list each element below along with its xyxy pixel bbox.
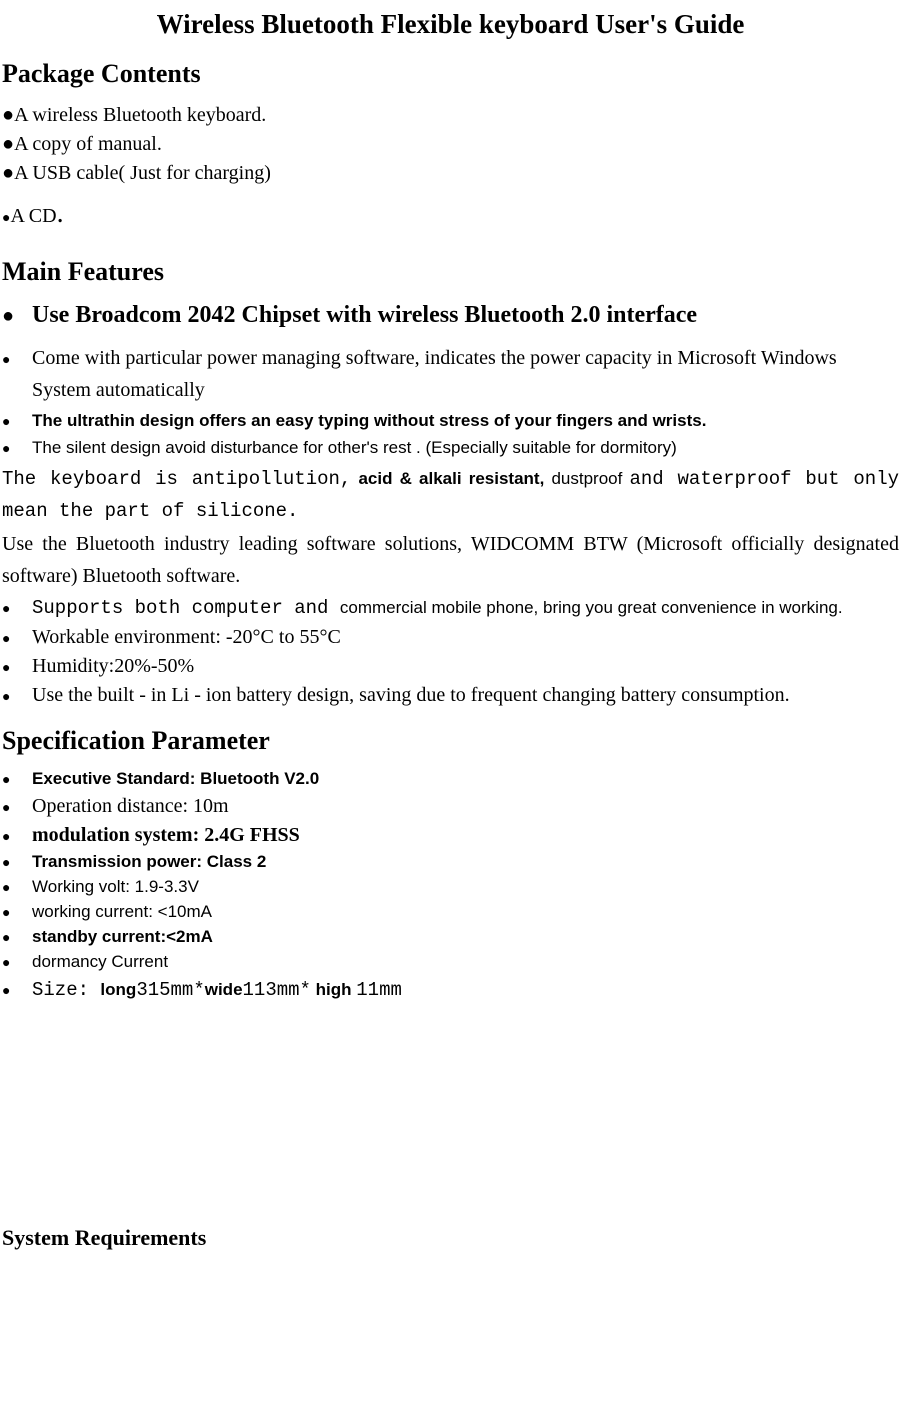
mf-item-10-text: Use the built - in Li - ion battery desi… xyxy=(32,682,790,709)
bullet-icon: ● xyxy=(2,829,32,848)
heading-system-requirements: System Requirements xyxy=(2,1223,899,1253)
mf-item-9: ● Humidity:20%-50% xyxy=(2,653,899,680)
page-title: Wireless Bluetooth Flexible keyboard Use… xyxy=(2,6,899,42)
sp9-a: Size: xyxy=(32,979,100,1001)
sp9-c: 315mm* xyxy=(136,979,204,1001)
sp-item-4-text: Transmission power: Class 2 xyxy=(32,851,266,874)
bullet-icon: ● xyxy=(2,414,32,433)
sp-item-6: ● working current: <10mA xyxy=(2,901,899,924)
heading-package-contents: Package Contents xyxy=(2,56,899,91)
sp9-b: long xyxy=(100,980,136,999)
sp-item-5: ● Working volt: 1.9-3.3V xyxy=(2,876,899,899)
mf-item-2: ● Come with particular power managing so… xyxy=(2,342,899,406)
mf5-c: dustproof xyxy=(551,469,629,488)
mf-item-9-text: Humidity:20%-50% xyxy=(32,653,194,680)
pkg-item-4-dot: . xyxy=(57,198,64,229)
mf5-b: acid & alkali resistant, xyxy=(351,469,551,488)
bullet-icon: ● xyxy=(2,303,32,330)
sp-item-9: ● Size: long315mm*wide113mm* high 11mm xyxy=(2,976,899,1004)
mf7-b: commercial mobile phone, bring you great… xyxy=(340,598,843,617)
bullet-icon: ● xyxy=(2,880,32,899)
mf-item-1: ● Use Broadcom 2042 Chipset with wireles… xyxy=(2,299,899,331)
mf-item-1-text: Use Broadcom 2042 Chipset with wireless … xyxy=(32,299,697,331)
bullet-icon: ● xyxy=(2,689,32,708)
sp-item-6-text: working current: <10mA xyxy=(32,901,212,924)
pkg-item-4: ●A CD. xyxy=(2,195,899,233)
mf-item-4: ● The silent design avoid disturbance fo… xyxy=(2,437,899,460)
sp-item-5-text: Working volt: 1.9-3.3V xyxy=(32,876,199,899)
bullet-icon: ● xyxy=(2,631,32,650)
sp9-f: high xyxy=(311,980,356,999)
sp-item-8: ● dormancy Current xyxy=(2,951,899,974)
sp-item-7-text: standby current:<2mA xyxy=(32,926,213,949)
sp-item-1: ● Executive Standard: Bluetooth V2.0 xyxy=(2,768,899,791)
sp-item-2-text: Operation distance: 10m xyxy=(32,793,229,820)
bullet-icon: ● xyxy=(2,660,32,679)
sp9-g: 11mm xyxy=(356,979,402,1001)
mf-item-7-text: Supports both computer and commercial mo… xyxy=(32,594,843,622)
sp-item-3: ● modulation system: 2.4G FHSS xyxy=(2,822,899,849)
sp-item-3-text: modulation system: 2.4G FHSS xyxy=(32,822,300,849)
sp-item-4: ● Transmission power: Class 2 xyxy=(2,851,899,874)
heading-specification-parameter: Specification Parameter xyxy=(2,723,899,758)
bullet-icon: ● xyxy=(2,855,32,874)
mf-item-5: The keyboard is antipollution, acid & al… xyxy=(2,462,899,527)
sp9-d: wide xyxy=(205,980,243,999)
pkg-item-1: ●A wireless Bluetooth keyboard. xyxy=(2,102,899,129)
bullet-icon: ● xyxy=(2,441,32,460)
bullet-icon: ● xyxy=(2,983,32,1002)
heading-main-features: Main Features xyxy=(2,254,899,289)
sp-item-1-text: Executive Standard: Bluetooth V2.0 xyxy=(32,768,319,791)
pkg-item-4-text: A CD xyxy=(10,205,56,227)
mf-item-2-text: Come with particular power managing soft… xyxy=(32,342,899,406)
mf-item-8-text: Workable environment: -20°C to 55°C xyxy=(32,624,341,651)
sp-item-8-text: dormancy Current xyxy=(32,951,168,974)
bullet-icon: ● xyxy=(2,930,32,949)
mf-item-3: ● The ultrathin design offers an easy ty… xyxy=(2,410,899,433)
mf7-a: Supports both computer and xyxy=(32,597,340,619)
mf-item-3-text: The ultrathin design offers an easy typi… xyxy=(32,410,706,433)
pkg-item-2: ●A copy of manual. xyxy=(2,131,899,158)
sp9-e: 113mm* xyxy=(243,979,311,1001)
mf5-a: The keyboard is antipollution, xyxy=(2,468,351,490)
mf-item-6: Use the Bluetooth industry leading softw… xyxy=(2,528,899,592)
bullet-icon: ● xyxy=(2,772,32,791)
pkg-item-3: ●A USB cable( Just for charging) xyxy=(2,160,899,187)
bullet-icon: ● xyxy=(2,955,32,974)
bullet-icon: ● xyxy=(2,905,32,924)
sp-item-2: ● Operation distance: 10m xyxy=(2,793,899,820)
sp-item-9-text: Size: long315mm*wide113mm* high 11mm xyxy=(32,976,402,1004)
sp-item-7: ● standby current:<2mA xyxy=(2,926,899,949)
bullet-icon: ● xyxy=(2,800,32,819)
mf-item-7: ● Supports both computer and commercial … xyxy=(2,594,899,622)
bullet-icon: ● xyxy=(2,352,32,371)
mf-item-8: ● Workable environment: -20°C to 55°C xyxy=(2,624,899,651)
bullet-icon: ● xyxy=(2,601,32,620)
mf-item-4-text: The silent design avoid disturbance for … xyxy=(32,437,677,460)
mf-item-10: ● Use the built - in Li - ion battery de… xyxy=(2,682,899,709)
